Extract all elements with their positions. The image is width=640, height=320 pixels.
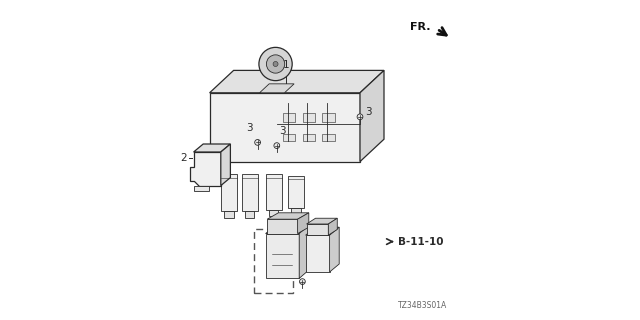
Polygon shape (288, 176, 304, 208)
Polygon shape (193, 186, 209, 191)
Circle shape (266, 55, 285, 73)
Polygon shape (268, 219, 298, 234)
Polygon shape (221, 144, 230, 186)
Polygon shape (189, 152, 221, 186)
Polygon shape (328, 218, 337, 235)
Polygon shape (306, 235, 330, 272)
Polygon shape (221, 174, 237, 211)
Polygon shape (360, 70, 384, 162)
Polygon shape (306, 227, 339, 235)
Polygon shape (242, 174, 258, 211)
Text: 1: 1 (283, 60, 290, 70)
Bar (254, 229, 292, 293)
Polygon shape (298, 213, 309, 234)
Polygon shape (284, 134, 296, 141)
Polygon shape (266, 234, 300, 278)
Polygon shape (330, 227, 339, 272)
Polygon shape (193, 144, 230, 152)
Polygon shape (303, 134, 315, 141)
Text: B-11-10: B-11-10 (398, 236, 444, 247)
Polygon shape (307, 218, 337, 224)
Polygon shape (307, 224, 328, 235)
Text: 3: 3 (279, 126, 286, 136)
Text: FR.: FR. (410, 22, 430, 32)
Polygon shape (323, 113, 335, 122)
Polygon shape (303, 113, 315, 122)
Polygon shape (291, 208, 301, 214)
Circle shape (357, 114, 363, 120)
Polygon shape (284, 113, 296, 122)
Polygon shape (300, 222, 312, 278)
Text: 3: 3 (365, 107, 371, 117)
Polygon shape (260, 84, 294, 93)
Text: 3: 3 (246, 123, 253, 133)
Circle shape (255, 140, 260, 145)
Polygon shape (268, 213, 309, 219)
Circle shape (274, 143, 280, 148)
Polygon shape (224, 211, 234, 218)
Text: TZ34B3S01A: TZ34B3S01A (398, 301, 447, 310)
Polygon shape (245, 211, 255, 218)
Circle shape (300, 279, 305, 284)
Polygon shape (266, 222, 312, 234)
Polygon shape (210, 70, 384, 93)
Polygon shape (266, 174, 282, 210)
Polygon shape (269, 210, 278, 216)
Circle shape (259, 47, 292, 81)
Text: 2: 2 (180, 153, 187, 164)
Polygon shape (210, 93, 360, 162)
Circle shape (273, 61, 278, 67)
Polygon shape (323, 134, 335, 141)
